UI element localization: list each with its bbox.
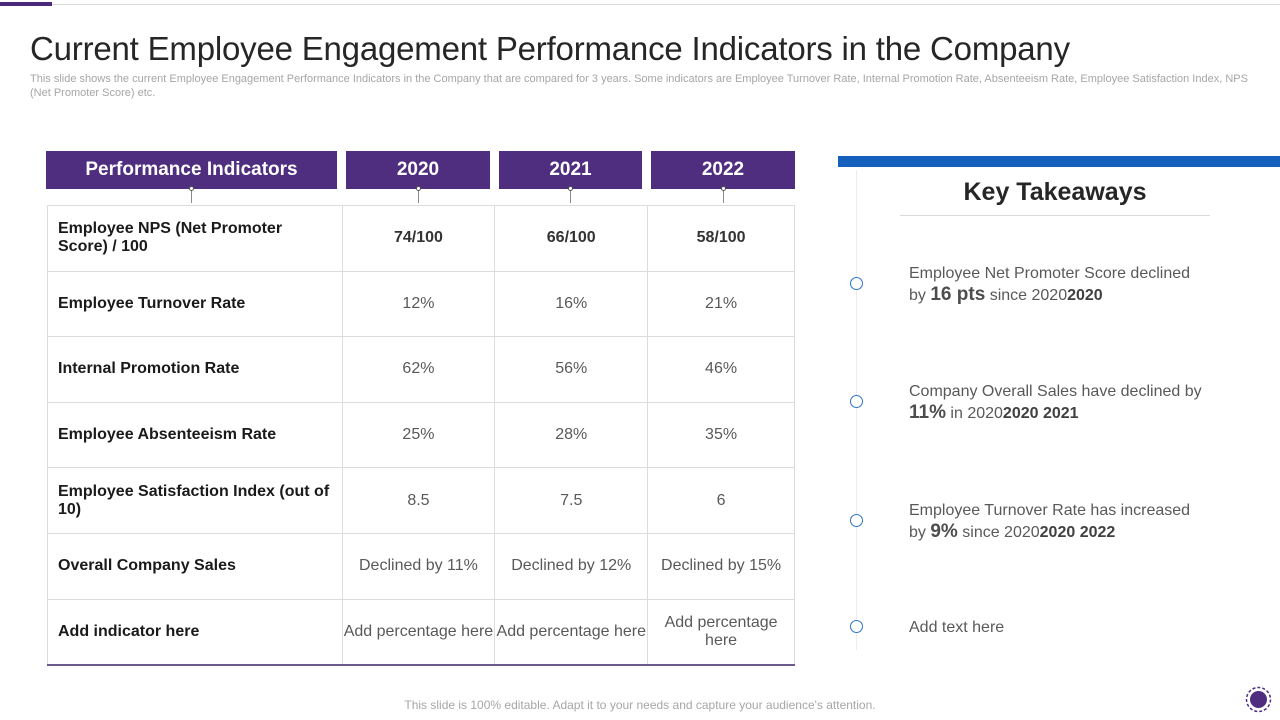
takeaway-item: Employee Net Promoter Score declined by … [909,263,1209,306]
row-label: Add indicator here [47,598,343,666]
table-row: Internal Promotion Rate 62% 56% 46% [47,336,795,403]
page-title: Current Employee Engagement Performance … [30,30,1070,67]
cell-2020: Declined by 11% [341,532,496,600]
cell-2021: Add percentage here [494,598,649,666]
takeaway-text: Add text here [909,619,1005,636]
takeaways-divider [900,215,1210,216]
takeaway-bold: 2020 [1067,287,1103,304]
takeaway-text-tail: since 2020 [957,524,1040,541]
circle-outline-icon [850,277,863,290]
top-accent-bar [0,2,52,6]
table-row: Employee NPS (Net Promoter Score) / 100 … [47,205,795,272]
row-label: Employee NPS (Net Promoter Score) / 100 [47,205,343,272]
header-connector [418,189,419,203]
row-label: Employee Absenteeism Rate [47,401,343,469]
header-connector-dot [416,186,421,191]
cell-2020: 74/100 [341,205,496,272]
cell-2022: 21% [647,270,795,338]
takeaway-item: Employee Turnover Rate has increased by … [909,500,1209,543]
takeaway-highlight: 16 pts [930,284,986,305]
cell-2021: 16% [494,270,649,338]
cell-2020: 8.5 [341,467,496,534]
header-2022: 2022 [651,151,795,189]
circle-outline-icon [850,395,863,408]
header-connector-dot [568,186,573,191]
cell-2022: 46% [647,336,795,403]
cell-2020: 25% [341,401,496,469]
cell-2022: 58/100 [647,205,795,272]
table-row: Add indicator here Add percentage here A… [47,598,795,666]
takeaways-timeline [856,170,857,650]
header-connector [723,189,724,203]
row-label: Internal Promotion Rate [47,336,343,403]
takeaways-accent-bar [838,156,1280,167]
takeaway-text: Employee Turnover Rate has increased by [909,502,1191,541]
footer-note: This slide is 100% editable. Adapt it to… [404,698,876,712]
takeaway-item: Add text here [909,617,1209,638]
header-connector-dot [189,186,194,191]
takeaway-text-tail: since 2020 [985,287,1068,304]
table-row: Overall Company Sales Declined by 11% De… [47,532,795,600]
takeaway-bold: 2020 2022 [1039,524,1116,541]
header-2021: 2021 [499,151,642,189]
table-row: Employee Absenteeism Rate 25% 28% 35% [47,401,795,469]
cell-2021: 56% [494,336,649,403]
takeaway-item: Company Overall Sales have declined by 1… [909,381,1209,424]
cell-2022: 35% [647,401,795,469]
cell-2021: 66/100 [494,205,649,272]
row-label: Overall Company Sales [47,532,343,600]
page-subtitle: This slide shows the current Employee En… [30,73,1248,99]
header-2020: 2020 [346,151,490,189]
cell-2020: Add percentage here [341,598,496,666]
table-row: Employee Turnover Rate 12% 16% 21% [47,270,795,338]
takeaway-bold: 2020 2021 [1002,405,1079,422]
takeaway-highlight: 9% [930,521,958,542]
table-row: Employee Satisfaction Index (out of 10) … [47,467,795,534]
header-connector [570,189,571,203]
cell-2021: 7.5 [494,467,649,534]
cell-2021: Declined by 12% [494,532,649,600]
takeaway-highlight: 11% [909,402,946,423]
cell-2021: 28% [494,401,649,469]
indicators-table: Employee NPS (Net Promoter Score) / 100 … [47,205,795,666]
top-rule [52,4,1280,5]
purple-circle-logo-icon [1245,686,1272,713]
circle-outline-icon [850,620,863,633]
row-label: Employee Turnover Rate [47,270,343,338]
cell-2022: Add percentage here [647,598,795,666]
takeaway-text-tail: in 2020 [945,405,1003,422]
cell-2022: Declined by 15% [647,532,795,600]
header-performance-indicators: Performance Indicators [46,151,337,189]
cell-2022: 6 [647,467,795,534]
header-connector [191,189,192,203]
takeaway-text: Company Overall Sales have declined by [909,383,1202,400]
header-connector-dot [721,186,726,191]
cell-2020: 62% [341,336,496,403]
row-label: Employee Satisfaction Index (out of 10) [47,467,343,534]
circle-outline-icon [850,514,863,527]
cell-2020: 12% [341,270,496,338]
takeaways-title: Key Takeaways [963,178,1147,206]
takeaway-text: Employee Net Promoter Score declined by [909,265,1191,304]
